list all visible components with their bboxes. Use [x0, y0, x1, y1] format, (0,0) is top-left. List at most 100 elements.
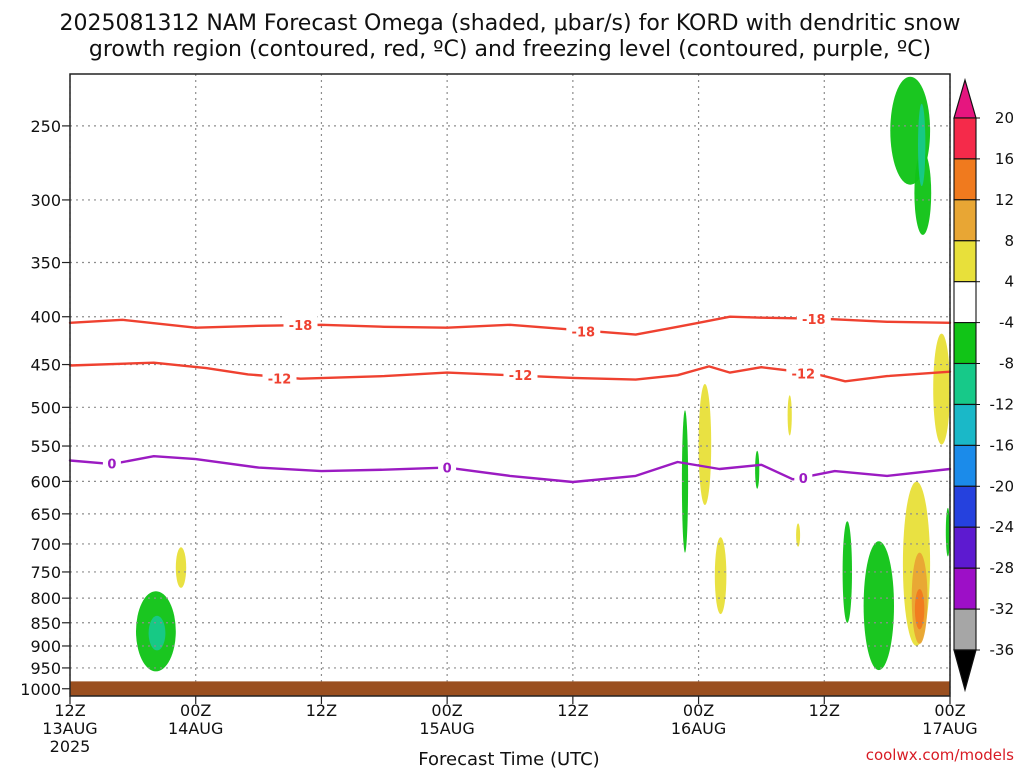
contour-label-1-0: -12	[268, 373, 292, 388]
contour-label-0-2: -18	[802, 313, 826, 328]
x-tick-label-0-2: 2025	[50, 737, 91, 756]
omega-area-1	[148, 615, 166, 651]
colorbar-label-4: 4	[1004, 273, 1014, 291]
omega-area-5	[714, 537, 727, 615]
colorbar-label-11: -28	[990, 559, 1015, 577]
omega-area-9	[842, 521, 852, 623]
omega-area-6	[755, 450, 760, 489]
y-tick-label-900: 900	[30, 637, 61, 656]
x-tick-label-5-0: 00Z	[683, 701, 714, 720]
colorbar-label-5: -4	[999, 314, 1014, 332]
x-tick-label-3-1: 15AUG	[419, 719, 474, 738]
credit-text: coolwx.com/models	[866, 746, 1014, 764]
y-tick-label-700: 700	[30, 535, 61, 554]
omega-area-2	[175, 547, 187, 588]
y-tick-label-800: 800	[30, 589, 61, 608]
y-tick-label-400: 400	[30, 308, 61, 327]
colorbar-band-10	[953, 526, 977, 569]
contour-label-1-1: -12	[509, 369, 533, 384]
colorbar-label-3: 8	[1004, 232, 1014, 250]
colorbar-band-0	[953, 117, 977, 160]
colorbar-label-8: -16	[990, 436, 1015, 454]
colorbar-label-6: -8	[999, 355, 1014, 373]
contour-label-bg-0-2	[796, 309, 831, 328]
colorbar-band-8	[953, 444, 977, 487]
y-tick-label-450: 450	[30, 356, 61, 375]
contour-label-bg-2-2	[794, 469, 813, 487]
chart-title-line-1: 2025081312 NAM Forecast Omega (shaded, μ…	[59, 11, 960, 36]
plot-frame	[69, 73, 951, 697]
x-tick-label-6-0: 12Z	[809, 701, 840, 720]
colorbar-band-7	[953, 403, 977, 446]
colorbar-band-1	[953, 158, 977, 201]
colorbar-bottom-arrow	[953, 649, 977, 693]
contour-label-bg-0-0	[283, 315, 318, 334]
y-tick-label-350: 350	[30, 254, 61, 273]
contour-label-2-1: 0	[443, 462, 452, 477]
omega-area-15	[933, 333, 950, 445]
contour-label-bg-1-0	[262, 369, 297, 388]
contour-label-1-2: -12	[792, 368, 816, 383]
colorbar-label-7: -12	[990, 396, 1015, 414]
y-tick-label-300: 300	[30, 191, 61, 210]
contour-label-bg-1-2	[786, 364, 821, 383]
x-tick-label-5-1: 16AUG	[671, 719, 726, 738]
omega-shading-layer	[136, 76, 951, 672]
y-tick-label-650: 650	[30, 505, 61, 524]
y-tick-label-850: 850	[30, 614, 61, 633]
colorbar-band-3	[953, 240, 977, 283]
colorbar-top-arrow	[953, 77, 977, 119]
x-tick-label-7-1: 17AUG	[922, 719, 977, 738]
contour-label-2-0: 0	[107, 457, 116, 472]
x-tick-label-0-1: 13AUG	[42, 719, 97, 738]
colorbar-band-11	[953, 567, 977, 610]
colorbar: 20 16 12 8 4 -4 -8 -12 -16 -20 -24 -28 -32 -36	[953, 77, 1015, 693]
colorbar-band-6	[953, 362, 977, 405]
ground-surface	[70, 681, 950, 696]
omega-area-18	[918, 103, 926, 187]
y-axis-labels: 250 300 350 400 450 500 550 600 650 700 750 800 850 9…	[20, 117, 61, 699]
x-tick-label-1-0: 00Z	[180, 701, 211, 720]
y-tick-label-950: 950	[30, 659, 61, 678]
contour-layer: -18 -18 -18 -12 -12 -12 0 0 0	[68, 309, 952, 487]
y-tick-label-500: 500	[30, 398, 61, 417]
contour-line-2	[68, 455, 952, 484]
colorbar-label-10: -24	[990, 518, 1015, 536]
grid-layer	[69, 74, 951, 696]
colorbar-label-13: -36	[990, 641, 1015, 659]
omega-area-8	[796, 523, 801, 547]
chart-title-line-2: growth region (contoured, red, ºC) and f…	[89, 37, 931, 62]
contour-label-bg-0-1	[566, 322, 601, 341]
contour-label-bg-2-0	[102, 454, 121, 473]
x-tick-label-3-0: 00Z	[431, 701, 462, 720]
omega-area-7	[787, 395, 792, 436]
omega-area-13	[914, 589, 925, 630]
omega-area-17	[914, 151, 932, 235]
colorbar-label-2: 12	[995, 191, 1014, 209]
colorbar-label-0: 20	[995, 109, 1014, 127]
x-tick-label-0-0: 12Z	[54, 701, 85, 720]
contour-label-2-2: 0	[799, 472, 808, 487]
y-tick-label-1000: 1000	[20, 680, 61, 699]
contour-label-0-0: -18	[289, 319, 313, 334]
colorbar-band-12	[953, 608, 977, 651]
y-tick-label-600: 600	[30, 472, 61, 491]
colorbar-label-1: 16	[995, 150, 1014, 168]
omega-area-4	[698, 384, 712, 505]
y-tick-label-250: 250	[30, 117, 61, 136]
contour-label-bg-2-1	[438, 458, 457, 477]
colorbar-band-9	[953, 485, 977, 528]
axes-layer	[62, 73, 951, 704]
x-tick-label-4-0: 12Z	[557, 701, 588, 720]
x-tick-label-7-0: 00Z	[934, 701, 965, 720]
colorbar-band-4	[953, 281, 977, 324]
contour-label-0-1: -18	[572, 326, 596, 341]
y-tick-label-550: 550	[30, 437, 61, 456]
colorbar-label-9: -20	[990, 477, 1015, 495]
x-tick-label-2-0: 12Z	[306, 701, 337, 720]
x-tick-label-1-1: 14AUG	[168, 719, 223, 738]
colorbar-label-12: -32	[990, 600, 1015, 618]
x-axis-title: Forecast Time (UTC)	[418, 749, 599, 768]
